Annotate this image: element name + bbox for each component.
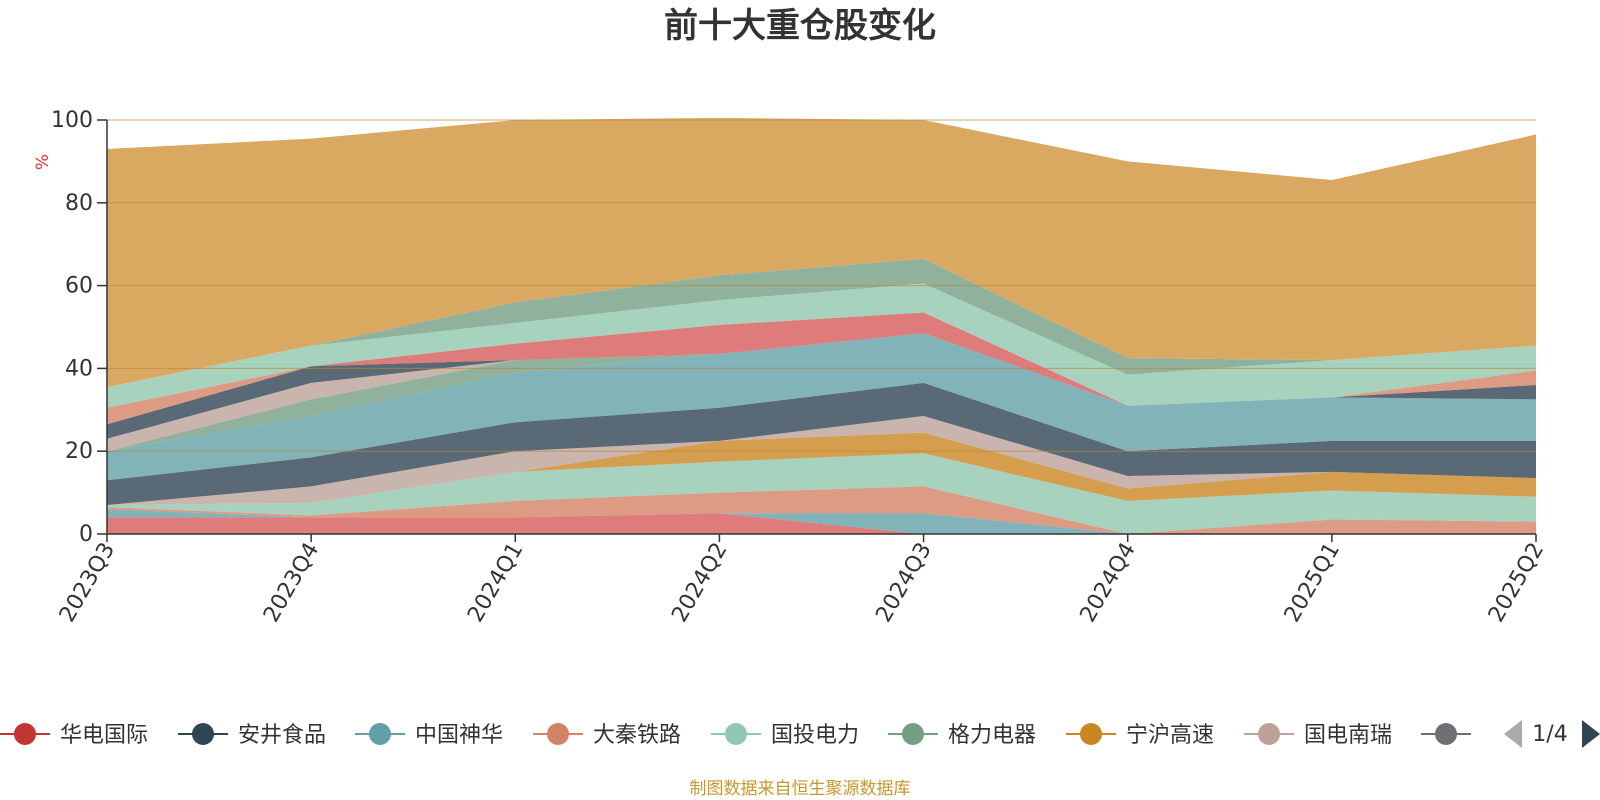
area-series-14 [107, 258, 1536, 387]
legend-item[interactable]: 国投电力 [711, 723, 859, 748]
area-series-0 [107, 513, 1536, 534]
y-tick-label: 20 [65, 439, 93, 464]
legend-label: 国电南瑞 [1304, 723, 1392, 748]
y-tick-label: 60 [65, 274, 93, 299]
area-series-12 [107, 312, 1536, 408]
x-tick-label: 2023Q3 [55, 539, 120, 627]
area-series-6 [107, 382, 1536, 505]
legend-item[interactable]: 宁沪高速 [1066, 723, 1214, 748]
legend-marker-icon [14, 723, 36, 745]
area-series-15 [107, 117, 1536, 388]
legend-marker-icon [369, 723, 391, 745]
y-tick-label: 100 [51, 108, 93, 133]
area-series-2 [107, 486, 1536, 534]
x-tick-labels: 2023Q3 2023Q4 2024Q1 2024Q2 2024Q3 2024Q4 2025… [55, 534, 1549, 627]
gridlines [107, 119, 1536, 452]
legend-item[interactable]: 安井食品 [178, 723, 326, 748]
chart-title: 前十大重仓股变化 [664, 6, 936, 46]
legend-label: 宁沪高速 [1126, 723, 1214, 748]
y-tick-labels: 0 20 40 60 80 100 [51, 108, 107, 547]
area-series-5 [107, 416, 1536, 505]
legend-item[interactable]: 大秦铁路 [533, 723, 681, 748]
legend-marker-icon [547, 723, 569, 745]
legend-label: 格力电器 [948, 723, 1036, 748]
legend-label: 国投电力 [771, 723, 859, 748]
area-series-group [107, 117, 1536, 534]
x-tick-label: 2023Q4 [259, 539, 324, 627]
legend-item[interactable]: 中国神华 [355, 723, 503, 748]
area-series-8 [107, 333, 1536, 452]
x-tick-label: 2024Q4 [1076, 539, 1141, 627]
y-tick-label: 40 [65, 356, 93, 381]
legend-label: 华电国际 [60, 723, 148, 748]
area-series-7 [107, 333, 1536, 481]
legend-marker-icon [192, 723, 214, 745]
legend-label: 大秦铁路 [593, 723, 681, 748]
legend-label: 安井食品 [238, 723, 326, 748]
legend-marker-icon [902, 723, 924, 745]
legend-item[interactable] [1421, 723, 1471, 745]
x-tick-label: 2024Q2 [667, 539, 732, 627]
legend-item[interactable]: 国电南瑞 [1244, 723, 1392, 748]
legend-label: 中国神华 [415, 723, 503, 748]
legend[interactable]: 华电国际 安井食品 中国神华 大秦铁路 国投电力 格力电器 宁沪高速 国电南瑞 [0, 723, 1471, 748]
area-series-1 [107, 509, 1536, 534]
y-tick-label: 0 [79, 522, 93, 547]
source-note: 制图数据来自恒生聚源数据库 [690, 779, 911, 799]
area-series-13 [107, 283, 1536, 408]
area-series-3 [107, 453, 1536, 534]
legend-page-indicator: 1/4 [1532, 722, 1567, 747]
legend-marker-icon [1435, 723, 1457, 745]
axes [106, 120, 1536, 535]
area-series-4 [107, 432, 1536, 505]
legend-marker-icon [1080, 723, 1102, 745]
y-tick-label: 80 [65, 191, 93, 216]
legend-item[interactable]: 格力电器 [888, 723, 1036, 748]
x-tick-label: 2025Q1 [1280, 539, 1345, 627]
legend-marker-icon [1258, 723, 1280, 745]
legend-marker-icon [725, 723, 747, 745]
legend-next-icon[interactable] [1582, 720, 1600, 748]
legend-item[interactable]: 华电国际 [0, 723, 148, 748]
x-tick-label: 2025Q2 [1484, 539, 1549, 627]
y-axis-unit: % [33, 154, 53, 170]
legend-pager: 1/4 [1504, 720, 1600, 748]
legend-prev-icon[interactable] [1504, 720, 1522, 748]
x-tick-label: 2024Q1 [463, 539, 528, 627]
x-tick-label: 2024Q3 [871, 539, 936, 627]
